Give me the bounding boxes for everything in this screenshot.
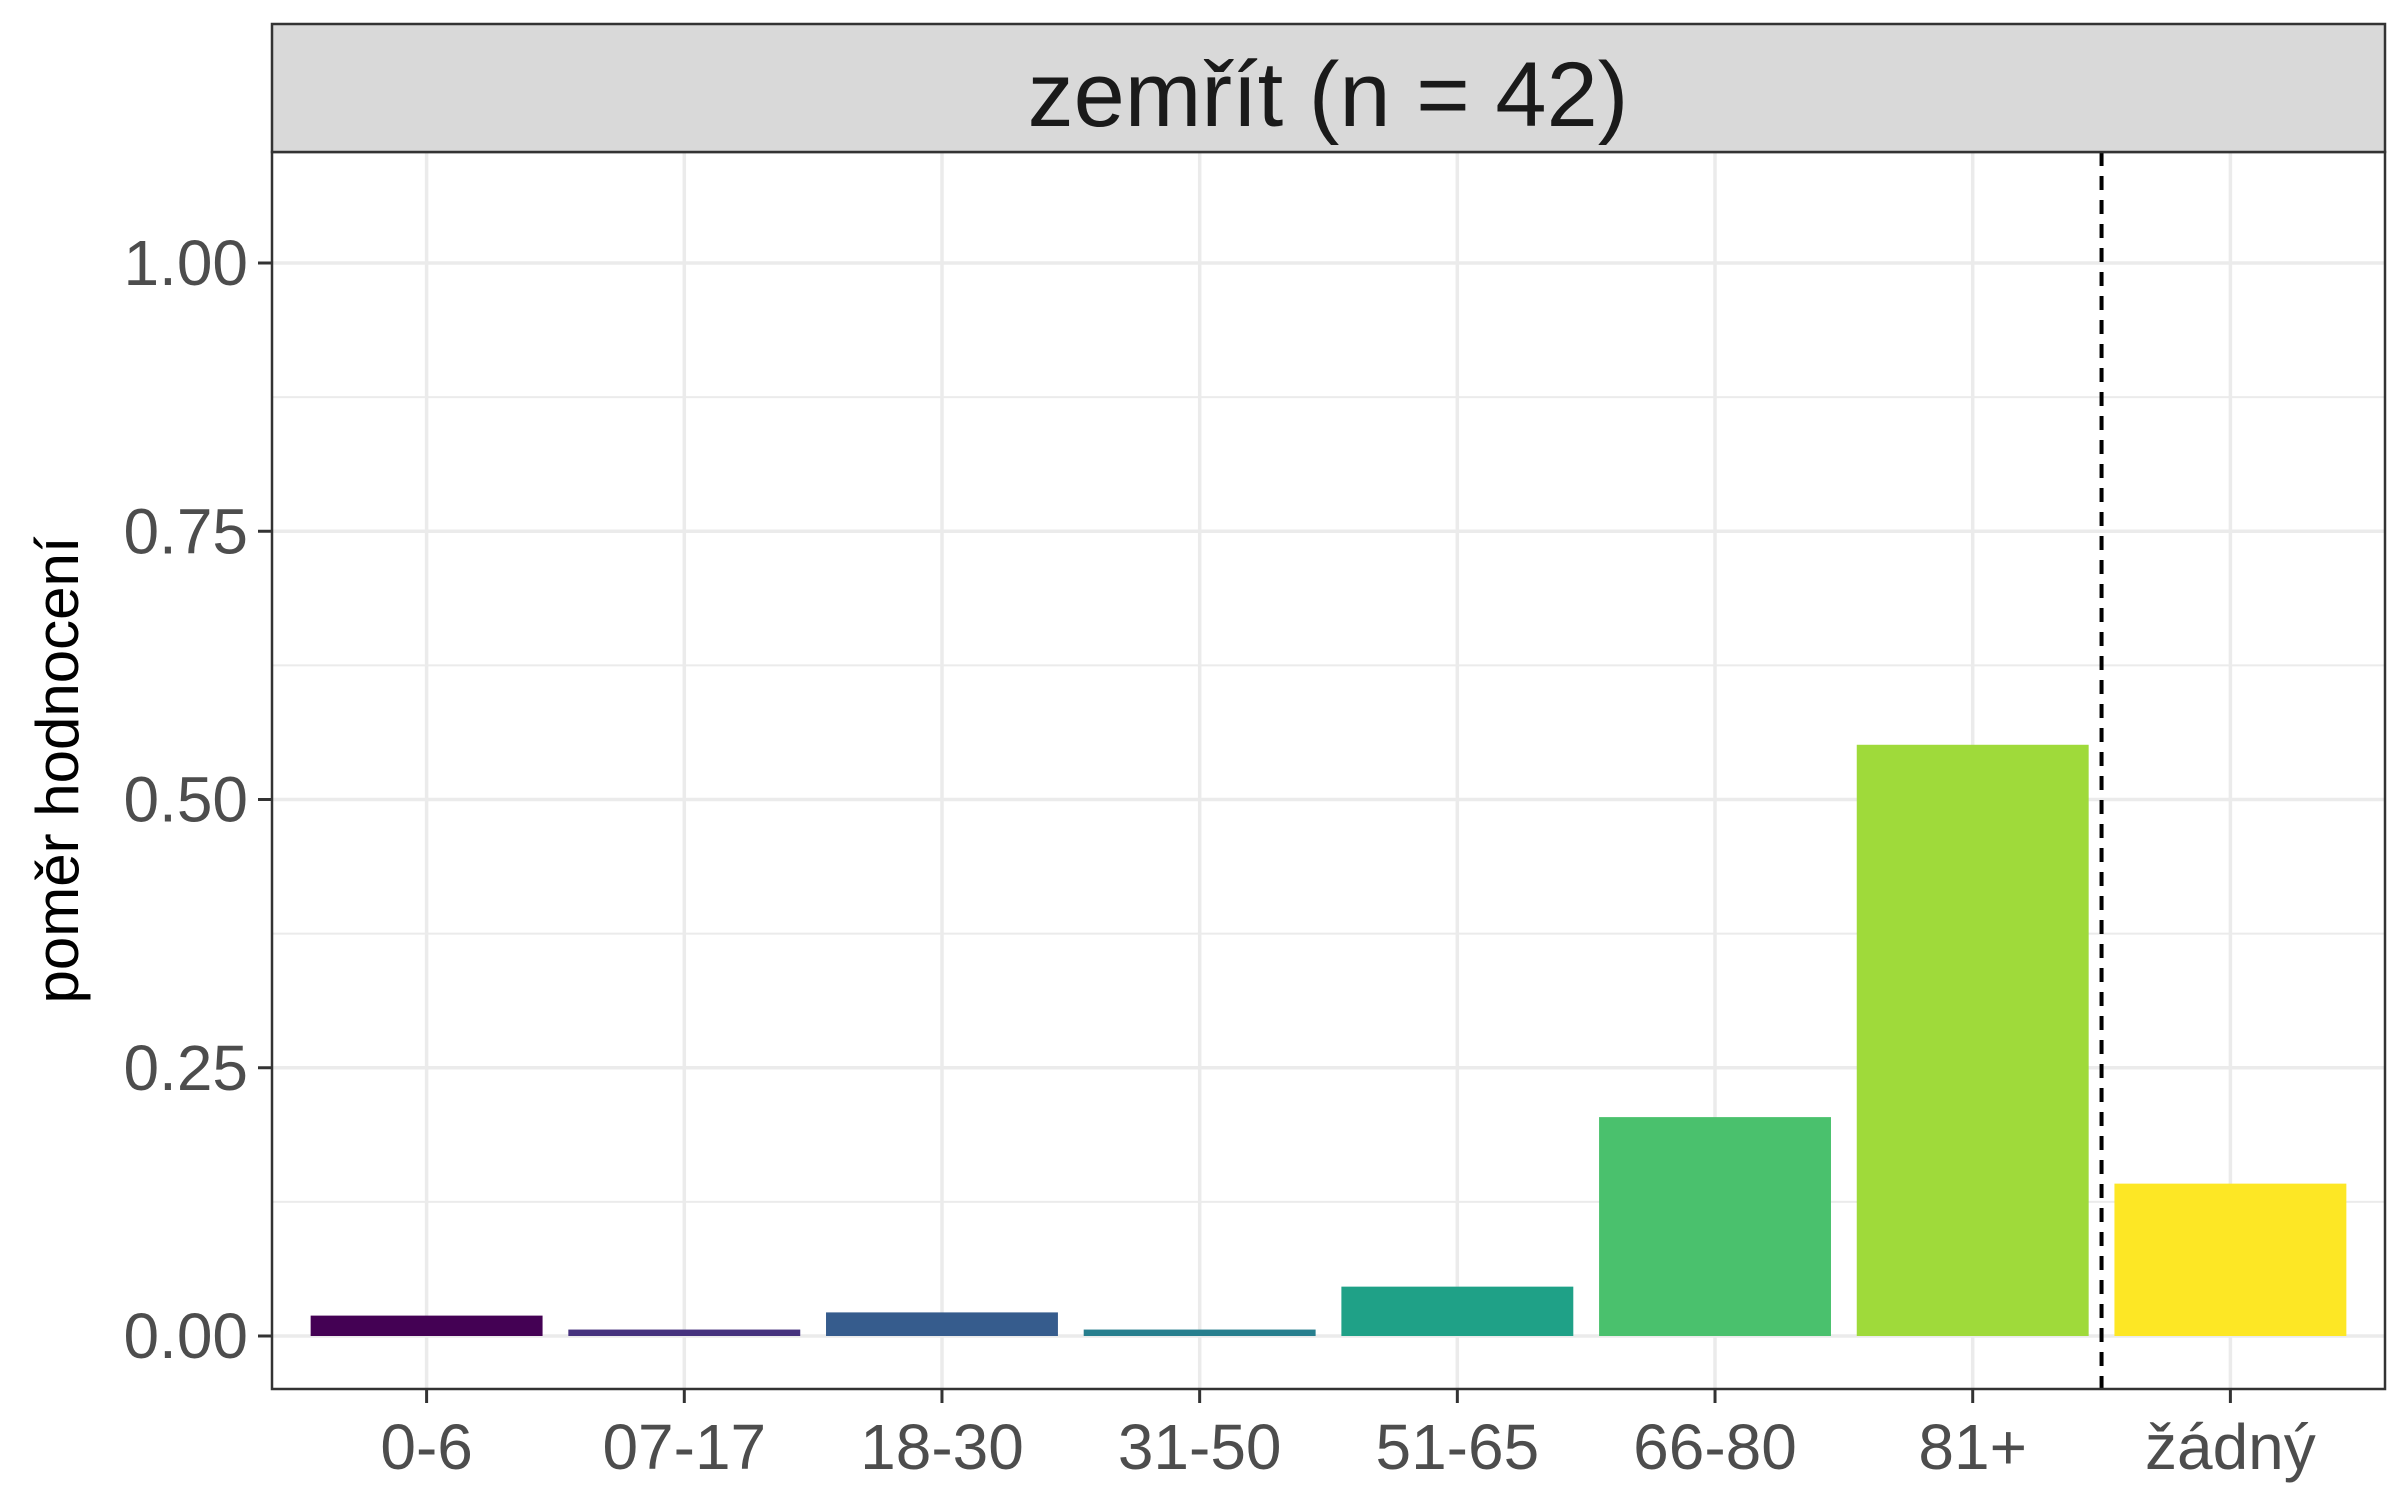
y-axis-title: poměr hodnocení xyxy=(24,536,91,1003)
x-axis: 0-6 07-17 18-30 31-50 51-65 66-80 81+ žádný xyxy=(380,1389,2316,1483)
y-axis: 0.00 0.25 0.50 0.75 1.00 xyxy=(123,227,272,1372)
bar-0-6 xyxy=(310,1315,543,1336)
bar-51-65 xyxy=(1341,1286,1574,1336)
facet-strip xyxy=(270,22,2387,154)
bar-18-30 xyxy=(826,1312,1058,1336)
x-tick-label: 81+ xyxy=(1918,1411,2027,1483)
x-tick-label: 18-30 xyxy=(860,1411,1024,1483)
x-tick-label: 0-6 xyxy=(380,1411,473,1483)
chart-title: zemřít (n = 42) xyxy=(1028,44,1629,146)
x-tick-label: 07-17 xyxy=(602,1411,766,1483)
bar-66-80 xyxy=(1599,1117,1831,1336)
y-tick-label: 0.25 xyxy=(123,1032,248,1104)
x-tick-label: 66-80 xyxy=(1633,1411,1797,1483)
bar-žádný xyxy=(2114,1183,2347,1336)
y-tick-label: 0.00 xyxy=(123,1300,248,1372)
y-tick-label: 0.50 xyxy=(123,764,248,836)
bars xyxy=(310,744,2347,1336)
bar-07-17 xyxy=(568,1329,801,1336)
y-tick-label: 1.00 xyxy=(123,227,248,299)
bar-31-50 xyxy=(1083,1329,1316,1336)
bar-81+ xyxy=(1856,744,2089,1336)
x-tick-label: 51-65 xyxy=(1375,1411,1539,1483)
x-tick-label: 31-50 xyxy=(1118,1411,1282,1483)
y-tick-label: 0.75 xyxy=(123,495,248,567)
x-tick-label: žádný xyxy=(2145,1411,2316,1483)
